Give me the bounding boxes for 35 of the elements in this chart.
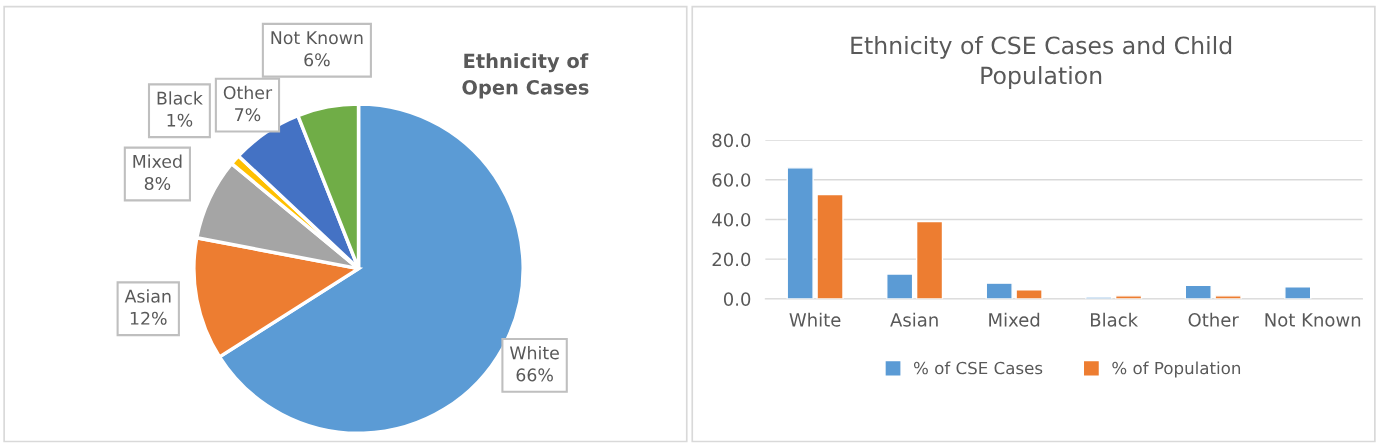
bar [985, 282, 1013, 299]
bar [786, 167, 814, 299]
y-tick-label: 60.0 [712, 173, 751, 187]
slice-label: Black [157, 91, 203, 105]
slice-label: Asian [124, 289, 171, 303]
data-label: 12% [130, 311, 167, 325]
bar [915, 220, 944, 299]
bar [886, 273, 914, 299]
data-label: 8% [144, 176, 171, 191]
bar [1284, 286, 1312, 299]
text: Ethnicity of Open Cases [462, 53, 589, 99]
y-tick-label: 80.0 [712, 133, 751, 148]
legend-label: % of Population [1112, 361, 1241, 378]
bar [1184, 284, 1212, 299]
data-label: 6% [304, 53, 330, 67]
x-tick-label: Black [1091, 312, 1139, 327]
slice-label: Not Known [271, 31, 363, 45]
legend-label: % of CSE Cases [913, 361, 1043, 375]
slice-label: Mixed [133, 154, 182, 168]
slice-label: Other [223, 85, 273, 100]
slice-label: White [509, 345, 559, 360]
bar [1015, 288, 1043, 299]
data-label: 66% [516, 368, 553, 382]
data-label: 1% [167, 113, 193, 127]
x-tick-label: Not Known [1265, 313, 1361, 327]
x-tick-label: Asian [890, 312, 938, 327]
y-tick-label: 0.0 [723, 292, 751, 306]
data-label: 7% [235, 108, 261, 122]
y-tick-label: 20.0 [712, 252, 751, 267]
x-tick-label: White [789, 312, 841, 327]
x-tick-label: Other [1188, 312, 1239, 327]
y-tick-label: 40.0 [712, 212, 751, 227]
chart-title: Ethnicity of CSE Cases and Child Population [851, 36, 1232, 89]
x-tick-label: Mixed [989, 312, 1040, 327]
bar [816, 193, 844, 299]
